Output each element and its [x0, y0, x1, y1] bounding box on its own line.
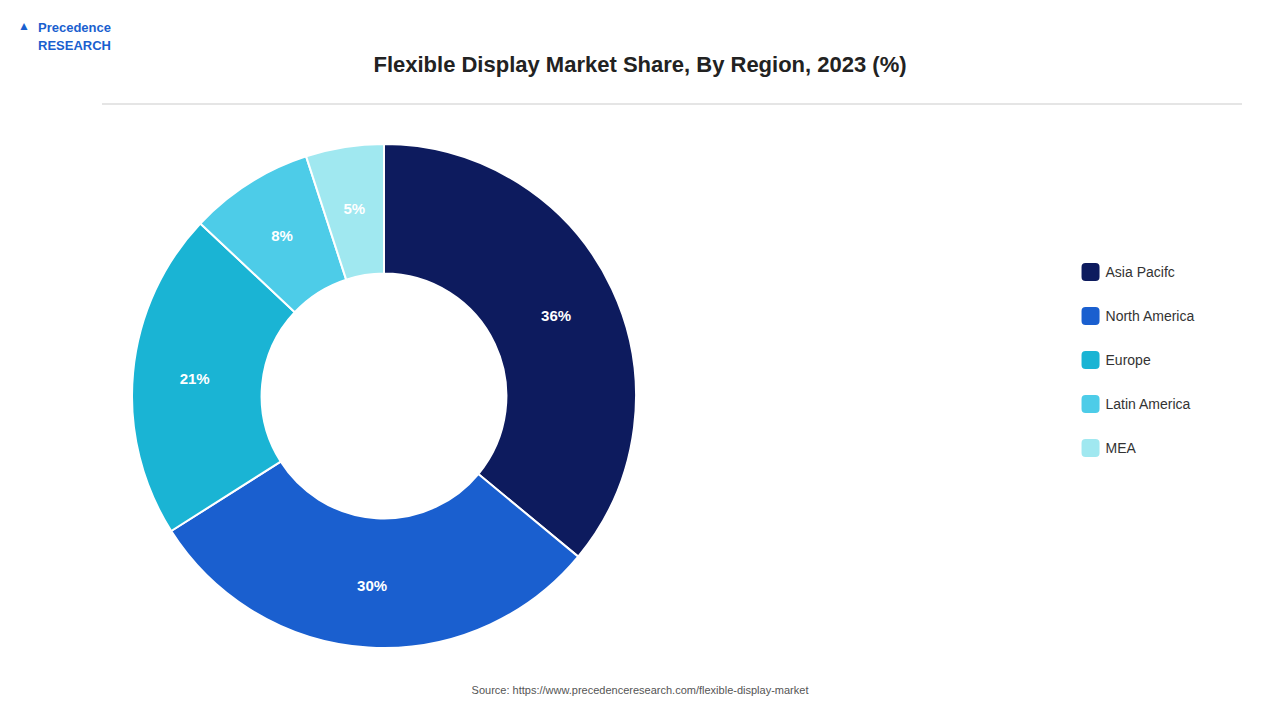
- svg-text:Flexible Display Market Share,: Flexible Display Market Share, By Region…: [373, 52, 906, 77]
- svg-text:MEA: MEA: [1106, 440, 1137, 456]
- svg-text:Precedence: Precedence: [38, 20, 111, 35]
- svg-text:Asia Pacifc: Asia Pacifc: [1106, 264, 1175, 280]
- svg-text:30%: 30%: [357, 577, 387, 594]
- svg-text:21%: 21%: [180, 370, 210, 387]
- svg-text:▲: ▲: [18, 19, 30, 33]
- svg-text:8%: 8%: [271, 227, 293, 244]
- svg-text:36%: 36%: [541, 307, 571, 324]
- svg-text:RESEARCH: RESEARCH: [38, 38, 111, 53]
- svg-text:Europe: Europe: [1106, 352, 1151, 368]
- svg-text:North America: North America: [1106, 308, 1195, 324]
- svg-text:Latin America: Latin America: [1106, 396, 1191, 412]
- svg-text:5%: 5%: [343, 200, 365, 217]
- svg-text:Source: https://www.precedence: Source: https://www.precedenceresearch.c…: [472, 684, 809, 696]
